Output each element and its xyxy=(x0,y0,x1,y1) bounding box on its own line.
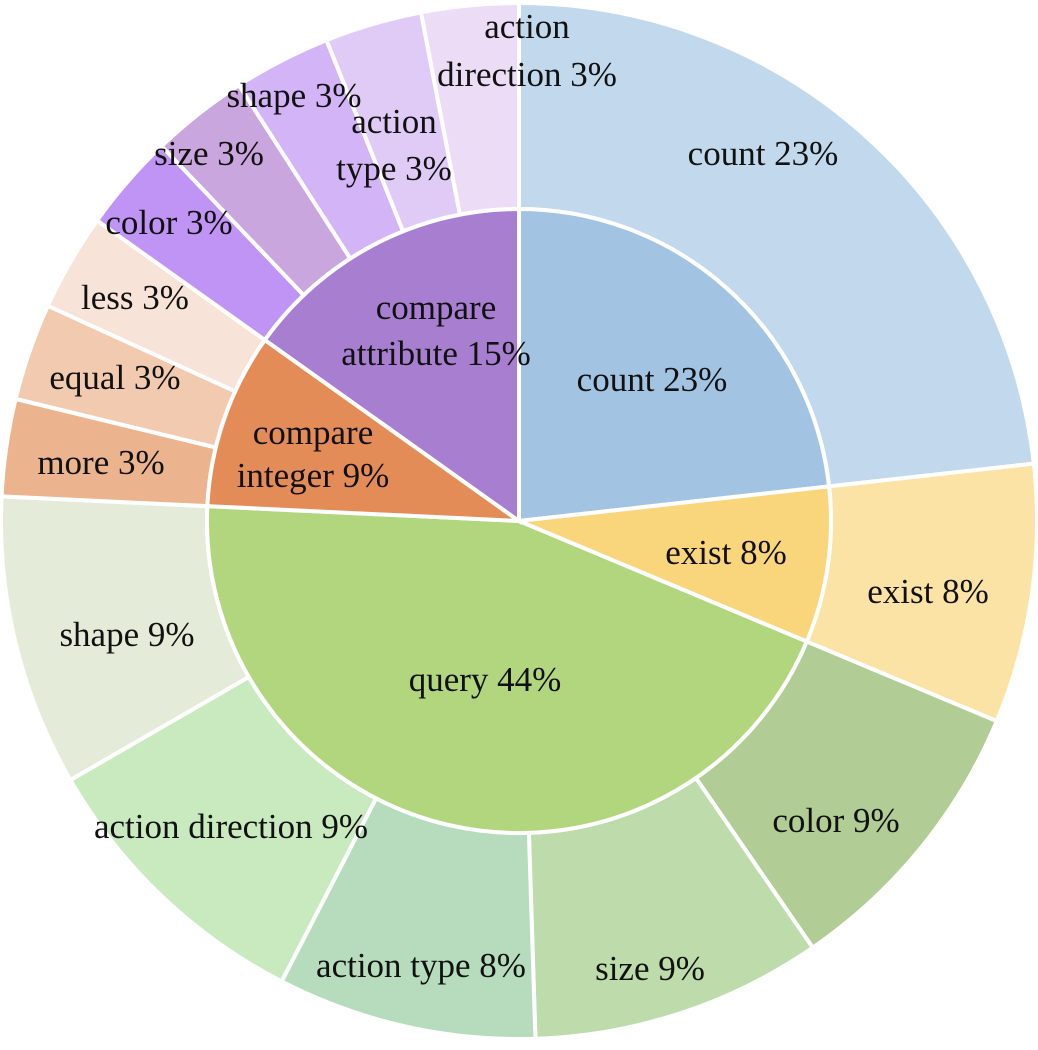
inner-label-count-23: count 23% xyxy=(577,360,728,399)
outer-label-color-9: color 9% xyxy=(772,801,899,840)
outer-label-shape-9: shape 9% xyxy=(59,615,194,654)
outer-label-shape-3: shape 3% xyxy=(226,76,361,115)
inner-label-compare-attribute-15: compare attribute 15% xyxy=(341,288,531,373)
outer-label-exist-8: exist 8% xyxy=(867,572,989,611)
inner-wedge-compare-integer-9 xyxy=(205,337,526,524)
outer-label-action-direction-9: action direction 9% xyxy=(94,807,368,846)
outer-label-less-3: less 3% xyxy=(81,278,189,317)
inner-wedge-exist-8 xyxy=(511,484,833,645)
inner-label-exist-8: exist 8% xyxy=(665,533,787,572)
inner-label-compare-integer-9: compare integer 9% xyxy=(237,413,390,495)
outer-label-action-type-3: action type 3% xyxy=(336,102,452,188)
outer-label-size-9: size 9% xyxy=(595,949,705,988)
inner-wedge-query-44 xyxy=(205,504,810,835)
labels: count 23% exist 8% query 44% compare integer… xyxy=(37,7,988,988)
outer-label-color-3: color 3% xyxy=(105,203,232,242)
outer-label-size-3: size 3% xyxy=(154,134,264,173)
inner-wedge-count-23 xyxy=(517,206,832,524)
inner-ring xyxy=(205,206,833,835)
inner-label-query-44: query 44% xyxy=(409,660,562,699)
outer-label-action-type-8: action type 8% xyxy=(316,946,526,985)
outer-label-more-3: more 3% xyxy=(37,443,164,482)
inner-wedge-compare-attribute-15 xyxy=(262,206,521,525)
outer-label-action-direction-3: action direction 3% xyxy=(437,7,617,94)
outer-label-equal-3: equal 3% xyxy=(49,358,180,397)
outer-label-count-23: count 23% xyxy=(688,134,839,173)
